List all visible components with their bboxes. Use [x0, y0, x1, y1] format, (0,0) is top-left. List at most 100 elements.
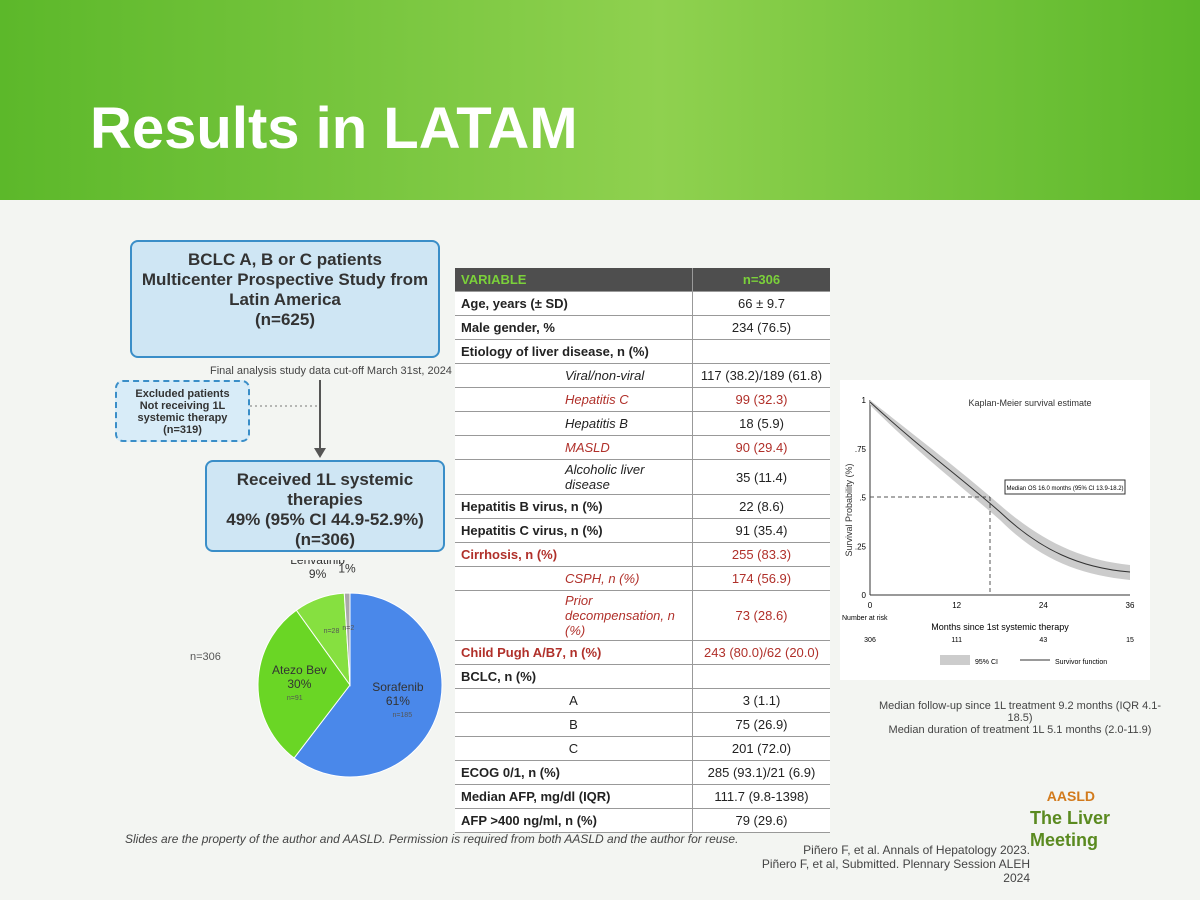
table-row: ECOG 0/1, n (%) 285 (93.1)/21 (6.9) [455, 760, 830, 785]
risk-label: Number at risk [842, 615, 888, 622]
row-label: Hepatitis C virus, n (%) [455, 518, 693, 543]
row-value [692, 339, 830, 364]
row-label: Etiology of liver disease, n (%) [455, 339, 693, 364]
km-xlabel: Months since 1st systemic therapy [931, 622, 1069, 632]
flow-box: BCLC A, B or C patients Multicenter Pros… [130, 240, 440, 358]
slice-name: Lenvatinib [290, 560, 345, 567]
slice-name: Atezo Bev [272, 663, 327, 677]
x-tick-label: 24 [1039, 601, 1048, 610]
excluded-box: Excluded patients Not receiving 1L syste… [115, 380, 250, 442]
pie-slice [257, 609, 351, 759]
note-line: Median follow-up since 1L treatment 9.2 … [878, 700, 1162, 724]
pie-total: n=306 [190, 651, 221, 663]
logo-line: Meeting [1030, 830, 1099, 850]
table-row: BCLC, n (%) [455, 664, 830, 689]
pie-slice [343, 592, 351, 686]
table-row: Age, years (± SD) 66 ± 9.7 [455, 291, 830, 316]
y-tick-label: 1 [862, 396, 867, 405]
flow-box: Received 1L systemic therapies 49% (95% … [205, 460, 445, 552]
table-row: Male gender, % 234 (76.5) [455, 315, 830, 340]
table-row: B 75 (26.9) [455, 712, 830, 737]
slide-title: Results in LATAM [90, 96, 578, 161]
legend-label: Survivor function [1055, 659, 1107, 666]
row-value: 255 (83.3) [692, 542, 830, 567]
y-tick-label: .5 [859, 494, 866, 503]
y-tick-label: .25 [855, 542, 867, 551]
plot-bg [840, 380, 1150, 680]
row-value: 201 (72.0) [692, 736, 830, 761]
row-value: 35 (11.4) [692, 459, 830, 495]
slice-n: n=2 [342, 625, 354, 632]
logo-line: AASLD [1046, 788, 1095, 804]
table-row: Child Pugh A/B7, n (%) 243 (80.0)/62 (20.… [455, 640, 830, 665]
references: Piñero F, et al. Annals of Hepatology 20… [760, 843, 1030, 885]
row-label: Male gender, % [455, 315, 693, 340]
y-tick-label: 0 [862, 591, 867, 600]
row-label: Hepatitis B virus, n (%) [455, 494, 693, 519]
pie-slice [293, 592, 443, 778]
table-row: Hepatitis C 99 (32.3) [455, 387, 830, 412]
row-label: CSPH, n (%) [455, 566, 693, 591]
table-row: Cirrhosis, n (%) 255 (83.3) [455, 542, 830, 567]
cutoff-note: Final analysis study data cut-off March … [210, 365, 452, 377]
risk-value: 15 [1126, 637, 1134, 644]
annotation-box [1004, 479, 1126, 495]
disclaimer: Slides are the property of the author an… [125, 832, 739, 846]
ci-band [870, 400, 1130, 580]
row-value: 91 (35.4) [692, 518, 830, 543]
row-value: 75 (26.9) [692, 712, 830, 737]
row-label: Cirrhosis, n (%) [455, 542, 693, 567]
table-row: Median AFP, mg/dl (IQR) 111.7 (9.8-1398) [455, 784, 830, 809]
header-row: VARIABLE n=306 [455, 268, 830, 292]
slice-label: 61% [386, 694, 410, 708]
row-value: 234 (76.5) [692, 315, 830, 340]
row-value: 18 (5.9) [692, 411, 830, 436]
x-tick-label: 36 [1126, 601, 1135, 610]
row-value: 111.7 (9.8-1398) [692, 784, 830, 809]
ref: Piñero F, et al. Annals of Hepatology 20… [803, 843, 1030, 857]
slice-n: n=91 [287, 695, 303, 702]
row-label: BCLC, n (%) [455, 664, 693, 689]
box-line: BCLC A, B or C patients [188, 250, 382, 269]
row-value: 66 ± 9.7 [692, 291, 830, 316]
slice-name: Other [332, 560, 362, 561]
row-value: 285 (93.1)/21 (6.9) [692, 760, 830, 785]
row-label: ECOG 0/1, n (%) [455, 760, 693, 785]
x-tick-label: 0 [868, 601, 873, 610]
note-line: Median duration of treatment 1L 5.1 mont… [888, 724, 1152, 736]
table-row: Prior decompensation, n (%) 73 (28.6) [455, 590, 830, 641]
row-label: Alcoholic liver disease [455, 459, 693, 495]
slice-label: 30% [287, 677, 311, 691]
row-label: Hepatitis C [455, 387, 693, 412]
y-tick-label: .75 [855, 445, 867, 454]
row-value: 99 (32.3) [692, 387, 830, 412]
box-line: Excluded patients [135, 388, 230, 400]
table-row: Alcoholic liver disease 35 (11.4) [455, 459, 830, 495]
km-title: Kaplan-Meier survival estimate [968, 398, 1091, 408]
slice-n: n=28 [324, 628, 340, 635]
table-row: C 201 (72.0) [455, 736, 830, 761]
row-label: Viral/non-viral [455, 363, 693, 388]
table-row: AFP >400 ng/ml, n (%) 79 (29.6) [455, 808, 830, 833]
x-tick-label: 12 [952, 601, 961, 610]
risk-value: 111 [951, 637, 962, 644]
table-row: CSPH, n (%) 174 (56.9) [455, 566, 830, 591]
header-cell: VARIABLE [455, 268, 693, 292]
row-label: Age, years (± SD) [455, 291, 693, 316]
legend-swatch [940, 655, 970, 665]
row-label: A [455, 688, 693, 713]
row-label: Prior decompensation, n (%) [455, 590, 693, 641]
table-row: Hepatitis B virus, n (%) 22 (8.6) [455, 494, 830, 519]
row-label: AFP >400 ng/ml, n (%) [455, 808, 693, 833]
row-label: B [455, 712, 693, 737]
survival-curve [869, 401, 1131, 573]
row-value: 79 (29.6) [692, 808, 830, 833]
box-line: Multicenter Prospective Study from Latin… [141, 270, 429, 309]
header-cell: n=306 [692, 268, 830, 292]
risk-value: 306 [864, 637, 876, 644]
box-line: (n=306) [295, 530, 355, 549]
km-notes: Median follow-up since 1L treatment 9.2 … [870, 700, 1170, 736]
